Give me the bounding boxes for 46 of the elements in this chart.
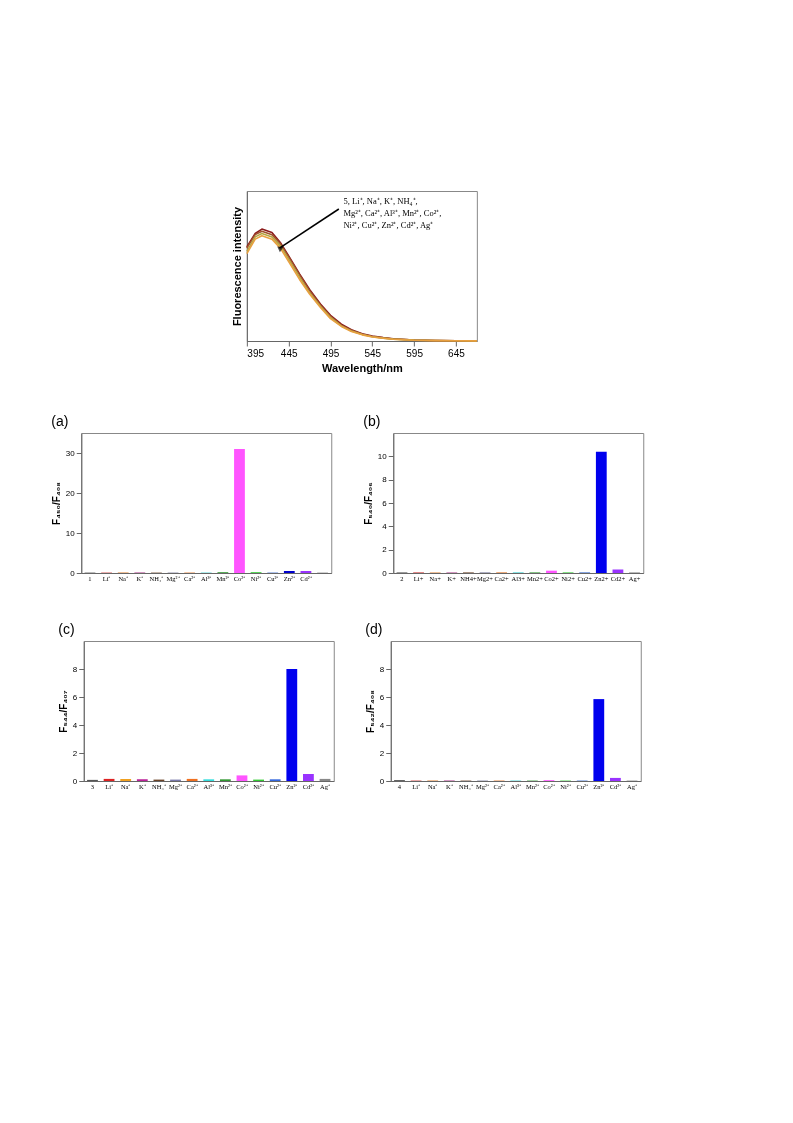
y-axis-title: F₄₅₀/F₄₀₈ [50,481,62,525]
y-axis-title: F₅₄₂/F₄₀₈ [364,689,376,733]
y-tick-label: 10 [377,451,388,461]
chart-title: (a) [51,413,69,429]
chart-title: (d) [365,621,383,637]
y-tick-label: 6 [382,498,388,508]
y-tick-label: 0 [379,776,385,786]
annotation: 5, Li⁺, Na⁺, K⁺, NH₄⁺, Mg²⁺, Ca²⁺, Al³⁺, Mn²⁺, Co²⁺, Ni²⁺, Cu²⁺, Zn²⁺, Cd²⁺, Ag⁺ [343,196,442,230]
bar [303,774,314,781]
y-tick-label: 20 [65,488,76,498]
chart-title: (b) [363,413,381,429]
y-tick-label: 0 [382,568,388,578]
y-tick-label: 8 [72,664,78,674]
x-tick-label: 395 [247,347,265,359]
y-axis-title: F₅₄₄/F₄₀₇ [57,690,69,733]
bar [234,449,245,573]
bar [610,777,621,781]
y-tick-label: 6 [72,692,78,702]
y-tick-label: 2 [72,748,78,758]
chart-title: (c) [58,621,75,637]
y-tick-label: 0 [72,776,78,786]
y-tick-label: 8 [382,475,388,485]
y-tick-label: 30 [65,448,76,458]
bar [595,451,607,573]
bar [186,778,198,781]
y-axis-title: F₅₄₀/F₄₀₆ [362,482,374,525]
y-tick-label: 4 [382,521,388,531]
y-tick-label: 4 [72,720,78,730]
y-axis-title: Fluorescence intensity [231,206,244,327]
y-tick-label: 10 [65,528,76,538]
bar [120,778,132,781]
x-tick-label: 495 [322,347,340,359]
y-tick-label: 2 [382,545,388,555]
bar [236,775,248,781]
x-tick-label: 445 [280,347,298,359]
y-tick-label: 8 [379,664,385,674]
x-tick-label: 645 [448,347,466,359]
x-tick-label: 595 [406,347,424,359]
x-axis-title: Wavelength/nm [321,361,403,374]
y-tick-label: 4 [379,720,385,730]
x-tick-label: 545 [364,347,382,359]
bar [286,669,298,781]
y-tick-label: 0 [70,568,76,578]
bar [593,699,605,781]
y-tick-label: 2 [379,748,385,758]
y-tick-label: 6 [379,692,385,702]
